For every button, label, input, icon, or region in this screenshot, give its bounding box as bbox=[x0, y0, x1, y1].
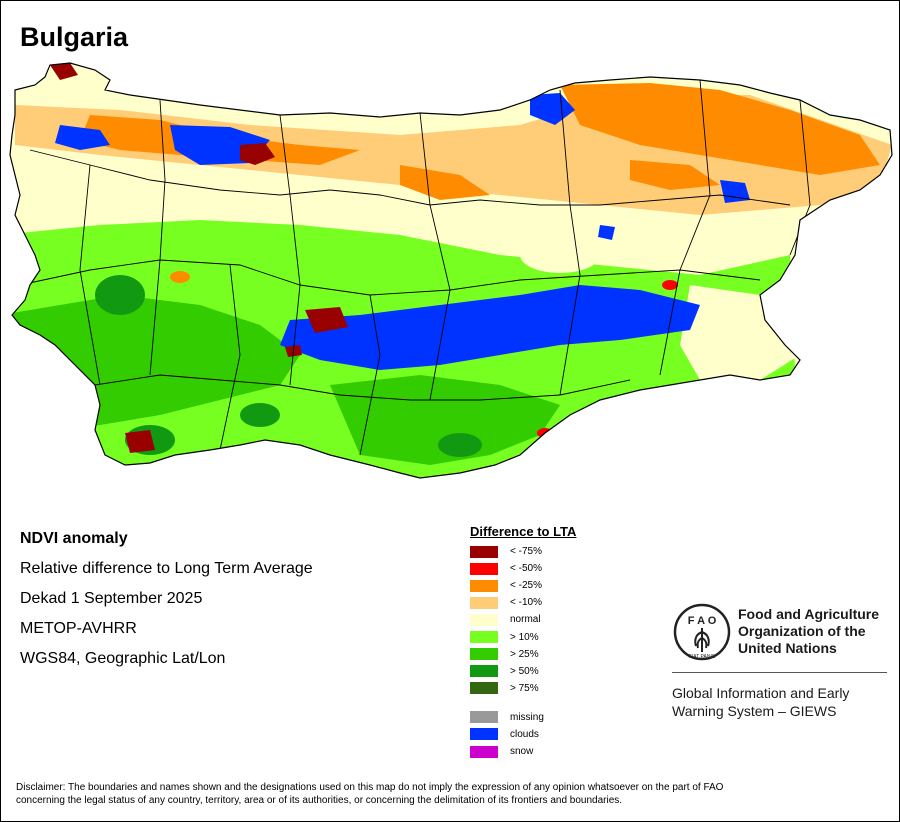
fao-divider bbox=[672, 672, 887, 673]
legend-swatch bbox=[470, 728, 498, 741]
info-line-description: Relative difference to Long Term Average bbox=[20, 560, 313, 577]
legend-main-item: < -25% bbox=[470, 577, 576, 594]
legend-label: clouds bbox=[510, 728, 539, 740]
legend-main-item: < -10% bbox=[470, 594, 576, 611]
fao-name-line3: United Nations bbox=[738, 640, 837, 656]
giews-line2: Warning System – GIEWS bbox=[672, 703, 837, 719]
info-line-sensor: METOP-AVHRR bbox=[20, 620, 137, 637]
legend-main-item: normal bbox=[470, 611, 576, 628]
legend-main-item: > 75% bbox=[470, 680, 576, 697]
legend-swatch bbox=[470, 545, 498, 558]
legend-swatch bbox=[470, 665, 498, 678]
info-line-projection: WGS84, Geographic Lat/Lon bbox=[20, 650, 226, 667]
ndvi-anomaly-map bbox=[9, 62, 893, 479]
country-outline bbox=[9, 62, 893, 479]
legend-label: snow bbox=[510, 746, 534, 758]
legend-label: < -10% bbox=[510, 597, 542, 609]
legend-extra-item: missing bbox=[470, 709, 576, 726]
legend-swatch bbox=[470, 562, 498, 575]
legend-main-item: < -75% bbox=[470, 543, 576, 560]
disclaimer-line2: concerning the legal status of any count… bbox=[16, 795, 623, 806]
legend: Difference to LTA < -75% < -50% < -25% < -1… bbox=[470, 524, 576, 760]
giews-name: Global Information and Early Warning Sys… bbox=[672, 684, 900, 720]
info-line-dekad: Dekad 1 September 2025 bbox=[20, 590, 203, 607]
legend-swatch bbox=[470, 648, 498, 661]
legend-title: Difference to LTA bbox=[470, 524, 577, 539]
legend-label: < -25% bbox=[510, 580, 542, 592]
legend-extra-item: clouds bbox=[470, 726, 576, 743]
giews-line1: Global Information and Early bbox=[672, 685, 850, 701]
legend-label: normal bbox=[510, 614, 541, 626]
disclaimer-line1: Disclaimer: The boundaries and names sho… bbox=[16, 782, 724, 793]
legend-label: > 50% bbox=[510, 665, 539, 677]
legend-main-items: < -75% < -50% < -25% < -10% normal > 10% > 25%… bbox=[470, 543, 576, 697]
legend-swatch bbox=[470, 613, 498, 626]
fao-emblem-icon: F A O FIAT PANIS bbox=[673, 603, 731, 661]
legend-label: > 25% bbox=[510, 648, 539, 660]
legend-label: > 75% bbox=[510, 682, 539, 694]
fao-name: Food and Agriculture Organization of the… bbox=[738, 606, 898, 657]
legend-label: > 10% bbox=[510, 631, 539, 643]
legend-label: < -50% bbox=[510, 563, 542, 575]
legend-swatch bbox=[470, 682, 498, 695]
map-info: NDVI anomaly Relative difference to Long… bbox=[20, 530, 313, 680]
legend-swatch bbox=[470, 579, 498, 592]
map-title: Bulgaria bbox=[20, 22, 129, 52]
legend-swatch bbox=[470, 631, 498, 644]
legend-swatch bbox=[470, 711, 498, 724]
fao-name-line2: Organization of the bbox=[738, 623, 866, 639]
legend-label: < -75% bbox=[510, 546, 542, 558]
legend-main-item: > 50% bbox=[470, 663, 576, 680]
legend-swatch bbox=[470, 596, 498, 609]
info-heading: NDVI anomaly bbox=[20, 530, 128, 547]
fao-emblem-motto: FIAT PANIS bbox=[689, 654, 716, 660]
legend-swatch bbox=[470, 745, 498, 758]
legend-extra-items: missing clouds snow bbox=[470, 709, 576, 760]
fao-block: F A O FIAT PANIS Food and Agriculture Or… bbox=[672, 602, 887, 719]
legend-main-item: > 10% bbox=[470, 628, 576, 645]
legend-extra-item: snow bbox=[470, 743, 576, 760]
disclaimer: Disclaimer: The boundaries and names sho… bbox=[16, 781, 886, 807]
legend-main-item: > 25% bbox=[470, 646, 576, 663]
legend-main-item: < -50% bbox=[470, 560, 576, 577]
fao-name-line1: Food and Agriculture bbox=[738, 606, 880, 622]
legend-label: missing bbox=[510, 711, 544, 723]
svg-text:F A O: F A O bbox=[688, 615, 717, 627]
